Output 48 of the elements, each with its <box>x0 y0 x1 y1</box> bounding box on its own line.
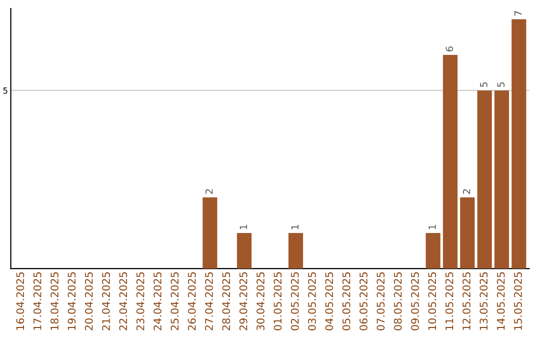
data-label: 2 <box>462 189 470 194</box>
data-label: 1 <box>428 224 436 230</box>
x-tick-label: 04.05.2025 <box>325 272 334 330</box>
data-label: 1 <box>240 224 247 230</box>
x-tick-label: 07.05.2025 <box>376 272 385 330</box>
bar <box>494 90 510 269</box>
x-tick-label: 06.05.2025 <box>360 272 368 330</box>
x-tick-label: 02.05.2025 <box>290 272 299 330</box>
bar <box>442 54 458 269</box>
x-tick-label: 26.04.2025 <box>188 272 196 330</box>
data-label: 5 <box>497 82 505 87</box>
x-tick-label: 13.05.2025 <box>480 272 488 330</box>
x-tick-label: 25.04.2025 <box>170 272 179 330</box>
x-tick-label: 19.04.2025 <box>68 272 76 330</box>
data-label: 6 <box>446 46 454 52</box>
x-tick-label: 14.05.2025 <box>496 272 505 330</box>
bar <box>477 90 492 269</box>
x-tick-label: 12.05.2025 <box>462 272 470 330</box>
data-label: 5 <box>480 82 488 87</box>
x-tick-label: 23.04.2025 <box>136 272 144 330</box>
x-tick-label: 17.04.2025 <box>33 272 42 330</box>
x-tick-label: 22.04.2025 <box>119 272 128 330</box>
x-tick-label: 01.05.2025 <box>274 272 282 330</box>
x-tick-label: 08.05.2025 <box>394 272 402 330</box>
x-tick-label: 10.05.2025 <box>428 272 436 330</box>
x-tick-label: 16.04.2025 <box>16 272 24 330</box>
x-tick-label: 30.04.2025 <box>256 272 264 330</box>
x-tick-label: 27.04.2025 <box>205 272 213 330</box>
data-label: 7 <box>514 11 522 16</box>
bar <box>460 197 475 269</box>
x-tick-label: 29.04.2025 <box>239 272 248 330</box>
x-tick-label: 11.05.2025 <box>445 272 454 330</box>
bar <box>202 197 218 269</box>
data-label: 2 <box>205 189 213 194</box>
x-tick-label: 18.04.2025 <box>50 272 58 330</box>
bar <box>426 232 440 269</box>
x-tick-label: 28.04.2025 <box>222 272 230 330</box>
x-tick-label: 15.05.2025 <box>514 272 522 330</box>
data-label: 1 <box>291 224 298 230</box>
x-tick-label: 03.05.2025 <box>308 272 316 330</box>
bar <box>288 232 304 269</box>
bar <box>512 19 526 269</box>
x-tick-label: 09.05.2025 <box>411 272 419 330</box>
x-tick-label: 05.05.2025 <box>342 272 350 330</box>
bar <box>236 232 252 269</box>
x-tick-label: 24.04.2025 <box>154 272 162 330</box>
x-tick-label: 21.04.2025 <box>102 272 110 330</box>
x-tick-label: 20.04.2025 <box>84 272 93 330</box>
